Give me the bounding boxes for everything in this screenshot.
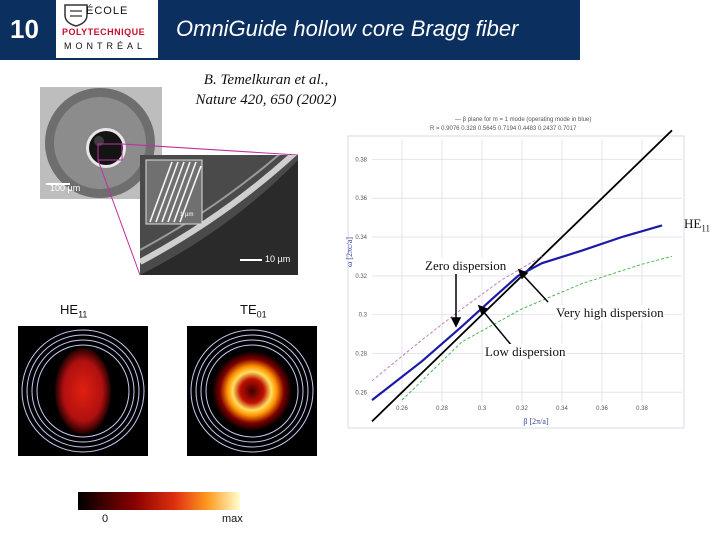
- logo-line-2: POLYTECHNIQUE: [62, 27, 146, 37]
- x-tick-label: 0.28: [436, 406, 448, 412]
- y-tick-label: 0.36: [355, 196, 367, 202]
- scale-bar-inset: 1 µm: [180, 212, 194, 218]
- logo-line-3: MONTRÉAL: [64, 41, 147, 51]
- x-tick-label: 0.32: [516, 406, 528, 412]
- annotation-very-high-dispersion: Very high dispersion: [555, 305, 665, 321]
- x-tick-label: 0.26: [396, 406, 408, 412]
- citation-journal: Nature 420, 650 (2002): [195, 92, 337, 108]
- annotation-zero-dispersion: Zero dispersion: [424, 258, 508, 274]
- logo-line-1: ÉCOLE: [86, 5, 129, 17]
- te01-profile: [187, 326, 317, 456]
- mode-label-he11: HE11: [60, 302, 88, 320]
- scale-bar-zoom: 10 µm: [265, 254, 291, 264]
- chart-ylabel: ω [2πc/a]: [345, 237, 354, 267]
- annotation-low-dispersion: Low dispersion: [484, 344, 567, 360]
- x-tick-label: 0.3: [478, 406, 487, 412]
- slide-number: 10: [10, 14, 39, 44]
- colorbar: [78, 492, 240, 510]
- chart-header-1: — β plane for m = 1 mode (operating mode…: [455, 117, 591, 123]
- y-tick-label: 0.34: [355, 235, 367, 241]
- series-line: [371, 224, 663, 401]
- chart-header-2: R = 0.9076 0.328 0.5645 0.7194 0.4483 0.…: [430, 126, 577, 132]
- mode-label-te01: TE01: [240, 302, 267, 320]
- citation-authors: B. Temelkuran et al.,: [203, 72, 329, 88]
- series-line: [371, 256, 543, 382]
- logo: [56, 0, 158, 58]
- colorbar-min: 0: [102, 513, 109, 525]
- y-tick-label: 0.28: [355, 351, 367, 357]
- citation: B. Temelkuran et al., Nature 420, 650 (2…: [176, 70, 356, 110]
- x-tick-label: 0.34: [556, 406, 568, 412]
- y-tick-label: 0.3: [359, 313, 368, 319]
- crest-icon: [64, 4, 88, 27]
- x-tick-label: 0.38: [636, 406, 648, 412]
- x-tick-label: 0.36: [596, 406, 608, 412]
- y-tick-label: 0.38: [355, 157, 367, 163]
- slide-title: OmniGuide hollow core Bragg fiber: [176, 16, 519, 41]
- he11-profile: [18, 326, 148, 456]
- chart-xlabel: β [2π/a]: [523, 417, 549, 426]
- sem-cross-section: [40, 87, 162, 199]
- scale-bar-main: 100 µm: [50, 183, 81, 193]
- y-tick-label: 0.32: [355, 274, 367, 280]
- series-line: [401, 255, 673, 401]
- annotation-arrows: [450, 268, 549, 347]
- y-tick-label: 0.26: [355, 390, 367, 396]
- sem-zoom: [140, 155, 298, 275]
- chart-ticks: 0.26 0.28 0.3 0.32 0.34 0.36 0.38 0.38 0.36 0.34 0…: [355, 157, 648, 412]
- colorbar-max: max: [222, 513, 243, 525]
- annotation-he11: HE11: [684, 216, 711, 234]
